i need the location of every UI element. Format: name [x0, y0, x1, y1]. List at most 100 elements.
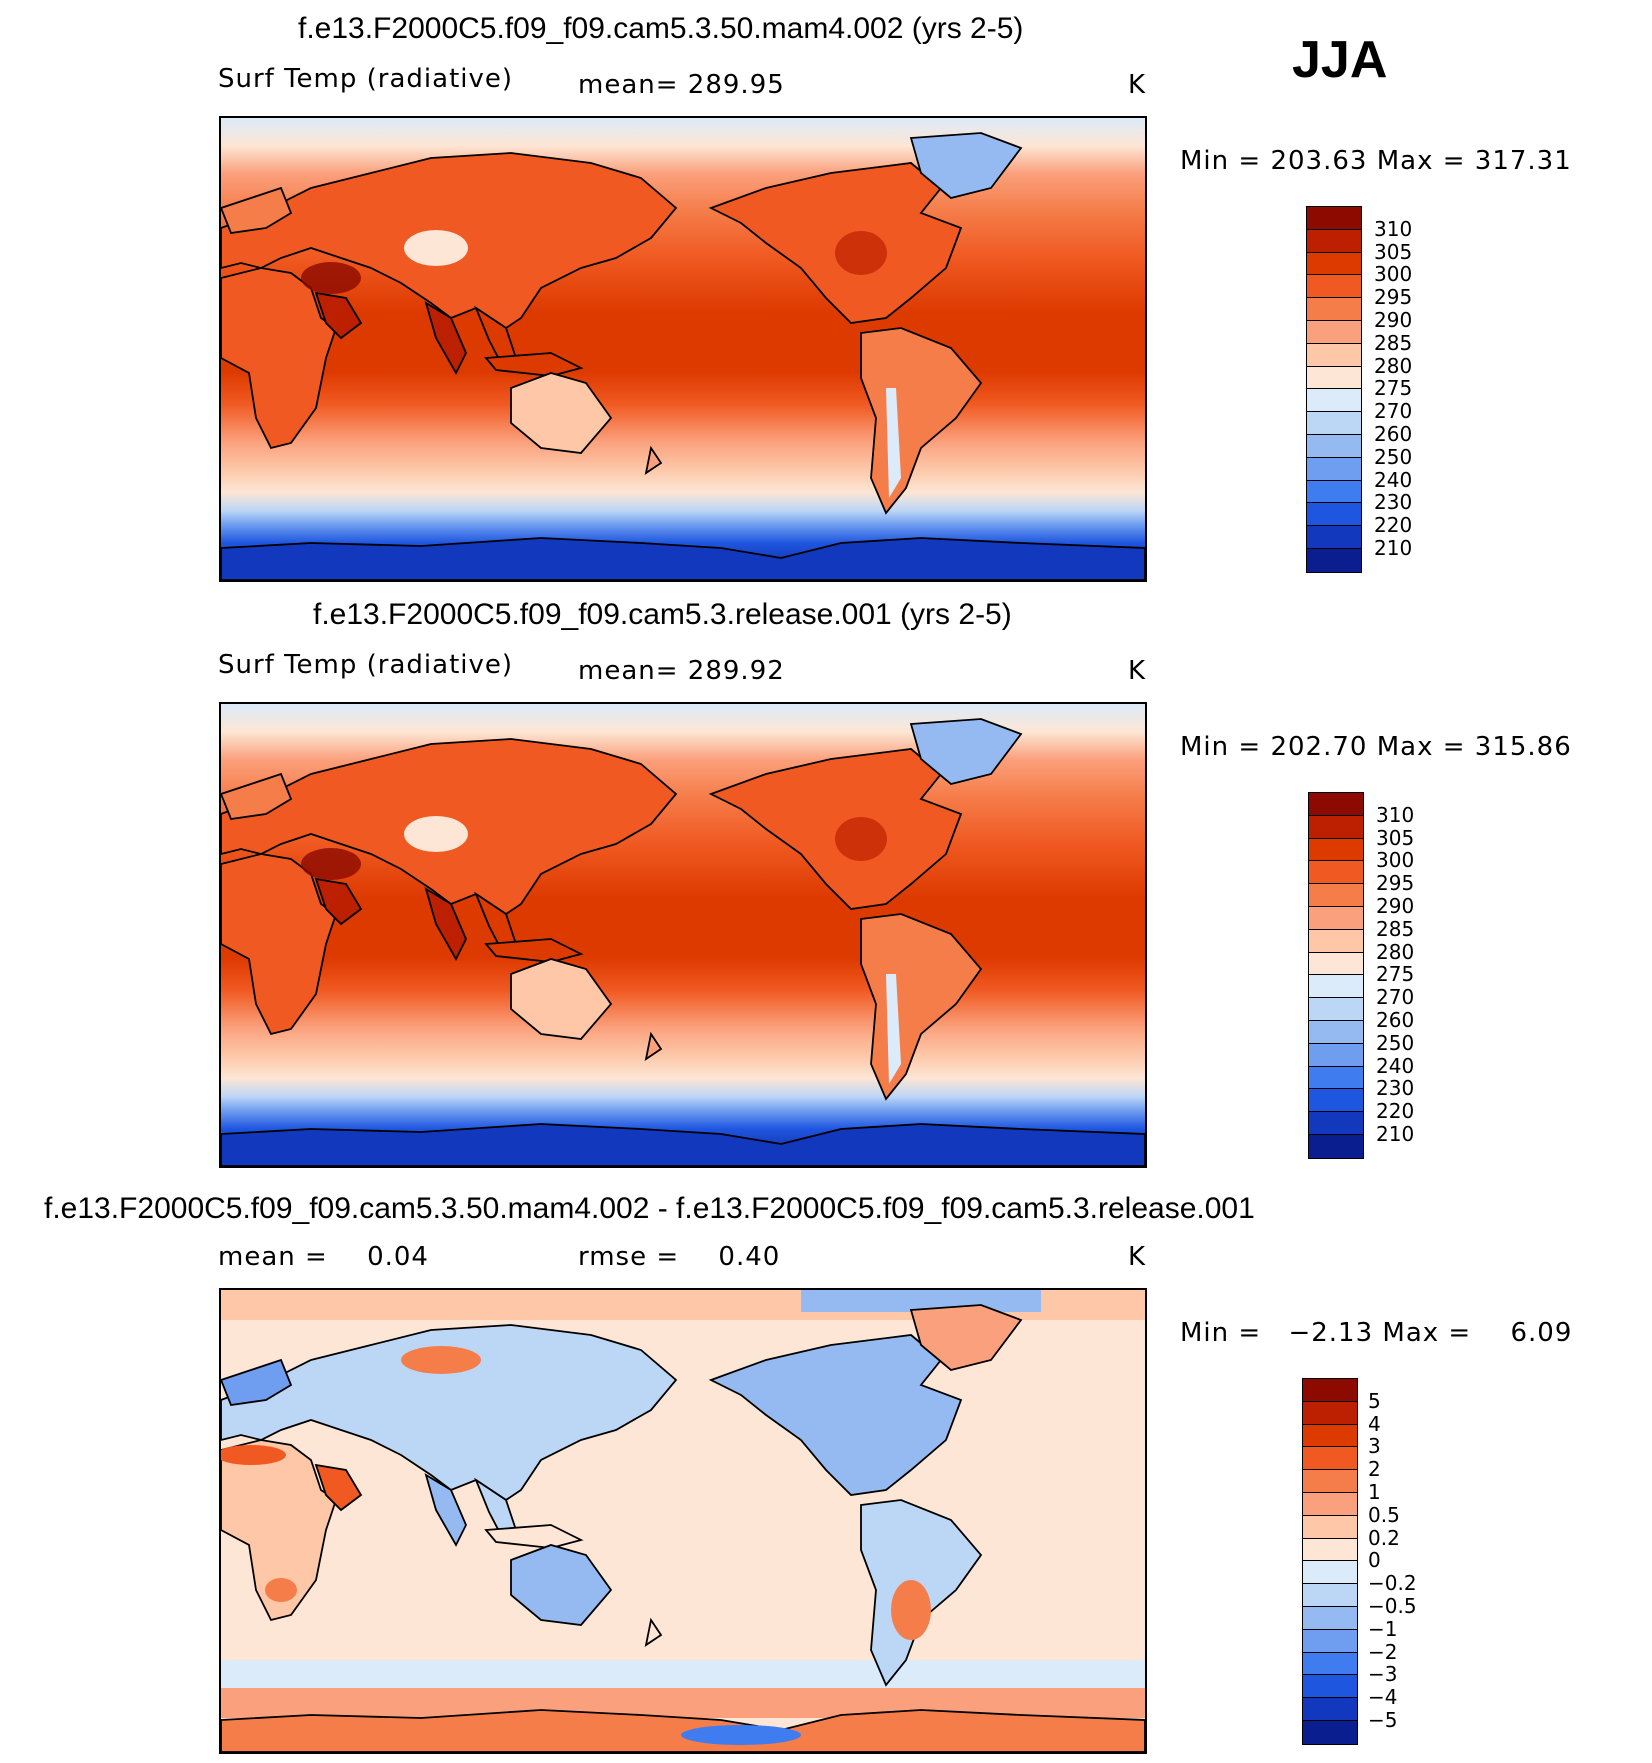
africa-warm-spot: [265, 1578, 297, 1602]
colorbar-swatch: [1303, 1561, 1357, 1585]
panel-2-map-svg: [221, 704, 1145, 1166]
colorbar-swatch: [1309, 838, 1363, 862]
continent-europe: [221, 186, 293, 234]
colorbar-tick-label: 310: [1376, 802, 1415, 827]
colorbar-tick-label: 210: [1376, 1122, 1415, 1146]
panel-2-units: K: [1128, 656, 1147, 686]
colorbar-swatch: [1303, 1652, 1357, 1676]
colorbar-swatch: [1303, 1629, 1357, 1653]
colorbar-swatch: [1309, 861, 1363, 885]
panel-1-min-value: 203.63: [1270, 146, 1368, 176]
continent-india: [424, 1473, 467, 1547]
colorbar-tick-label: 285: [1374, 330, 1413, 355]
colorbar-swatch: [1303, 1424, 1357, 1448]
colorbar-tick-label: 0.5: [1368, 1502, 1400, 1527]
colorbar-tick-label: 240: [1376, 1053, 1415, 1078]
colorbar-swatch: [1307, 457, 1361, 481]
colorbar-tick-label: 290: [1374, 308, 1413, 332]
colorbar-tick-label: 260: [1376, 1008, 1415, 1032]
season-label: JJA: [1292, 31, 1388, 89]
colorbar-swatch: [1307, 434, 1361, 458]
continent-indonesia: [484, 938, 584, 963]
continent-australia: [510, 958, 613, 1040]
colorbar-tick-label: 295: [1374, 285, 1413, 310]
panel-1-mean-value: 289.95: [687, 70, 785, 100]
panel-1-minmax: Min = 203.63 Max = 317.31: [1180, 146, 1572, 176]
colorbar-tick-label: −0.2: [1368, 1571, 1417, 1596]
na-hot-spot: [835, 231, 887, 275]
colorbar-swatch: [1307, 480, 1361, 504]
colorbar-box: [1302, 1378, 1358, 1745]
panel-3-max-value: 6.09: [1510, 1318, 1573, 1348]
panel-1-map: [219, 116, 1147, 582]
colorbar-swatch: [1303, 1492, 1357, 1516]
continent-africa: [221, 853, 338, 1036]
continent-africa: [221, 267, 338, 450]
colorbar-swatch: [1309, 929, 1363, 953]
colorbar-swatch: [1309, 793, 1363, 816]
panel-1-mean: mean= 289.95: [578, 70, 785, 100]
continent-nz: [644, 1617, 663, 1647]
colorbar-tick-label: −0.5: [1368, 1594, 1417, 1618]
panel-3-mean-value: 0.04: [367, 1242, 429, 1272]
panel-2-mean: mean= 289.92: [578, 656, 785, 686]
continent-namerica: [708, 1334, 963, 1496]
colorbar-tick-label: 220: [1376, 1099, 1415, 1124]
colorbar-swatch: [1307, 207, 1361, 230]
panel-3-rmse-value: 0.40: [718, 1242, 781, 1272]
colorbar-swatch: [1309, 1089, 1363, 1113]
colorbar-tick-label: 285: [1376, 916, 1415, 941]
continent-india: [424, 887, 467, 961]
colorbar-tick-label: 275: [1374, 376, 1413, 401]
panel-1-min-label: Min =: [1180, 146, 1262, 176]
colorbar-swatch: [1307, 320, 1361, 344]
colorbar-swatch: [1303, 1720, 1357, 1744]
panel-1-map-svg: [221, 118, 1145, 580]
andes-cold-strip: [886, 388, 901, 498]
colorbar-tick-label: −3: [1368, 1662, 1398, 1687]
panel-3-minmax: Min = −2.13 Max = 6.09: [1180, 1318, 1572, 1348]
colorbar-swatch: [1309, 1066, 1363, 1090]
colorbar-swatch: [1303, 1401, 1357, 1425]
continent-nz: [644, 445, 663, 475]
colorbar-box: [1308, 792, 1364, 1159]
colorbar-tick-label: 280: [1376, 939, 1415, 964]
panel-2-max-value: 315.86: [1474, 732, 1572, 762]
colorbar-tick-label: 210: [1374, 536, 1413, 560]
colorbar-swatch: [1303, 1606, 1357, 1630]
colorbar-swatch: [1309, 998, 1363, 1021]
colorbar-tick-label: 1: [1368, 1480, 1381, 1504]
colorbar-tick-label: −5: [1368, 1708, 1398, 1732]
sahara-warm-spot: [221, 1445, 286, 1465]
colorbar-swatch: [1307, 412, 1361, 435]
panel-2-map: [219, 702, 1147, 1168]
panel-2-min-label: Min =: [1180, 732, 1262, 762]
continent-indonesia: [484, 352, 584, 377]
panel-1-units: K: [1128, 70, 1147, 100]
panel-2-title: f.e13.F2000C5.f09_f09.cam5.3.release.001…: [313, 598, 1012, 631]
colorbar-swatch: [1303, 1379, 1357, 1402]
colorbar-swatch: [1309, 815, 1363, 839]
panel-3-min-label: Min =: [1180, 1318, 1262, 1348]
panel-1-variable: Surf Temp (radiative): [218, 64, 514, 94]
panel-2-max-label: Max =: [1376, 732, 1466, 762]
panel-2-min-value: 202.70: [1270, 732, 1368, 762]
panel-3-mean-label: mean =: [218, 1242, 328, 1272]
na-hot-spot: [835, 817, 887, 861]
colorbar-tick-label: 220: [1374, 513, 1413, 538]
continent-indonesia: [484, 1524, 584, 1549]
tibet-cold-spot: [404, 816, 468, 852]
colorbar-tick-label: 250: [1374, 444, 1413, 469]
antarctic-cool-spot: [681, 1725, 801, 1745]
continent-arabia: [314, 877, 363, 926]
colorbar-tick-label: 5: [1368, 1388, 1381, 1413]
panel-3-map: [219, 1288, 1147, 1754]
colorbar-tick-label: 300: [1376, 848, 1415, 873]
colorbar-swatch: [1309, 1043, 1363, 1067]
colorbar-swatch: [1307, 275, 1361, 299]
colorbar-tick-label: 4: [1368, 1411, 1381, 1436]
continent-europe: [221, 772, 293, 820]
siberia-warm-spot: [401, 1346, 481, 1374]
colorbar-swatch: [1307, 503, 1361, 527]
desert-hot-spot: [301, 848, 361, 880]
